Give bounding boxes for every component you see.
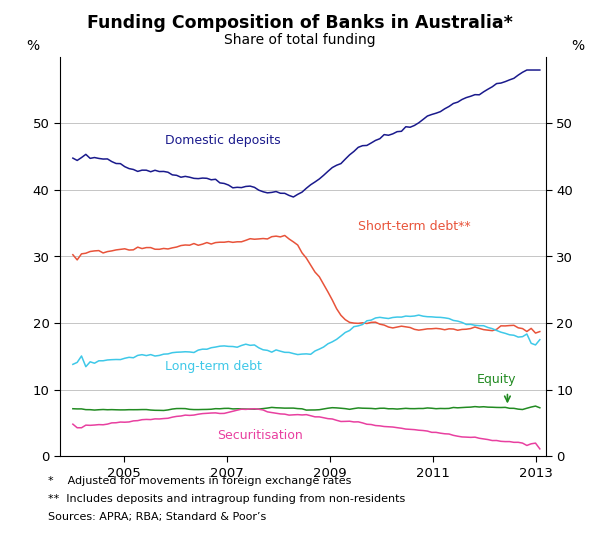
- Text: %: %: [27, 39, 40, 53]
- Text: **  Includes deposits and intragroup funding from non-residents: ** Includes deposits and intragroup fund…: [48, 494, 405, 504]
- Text: Share of total funding: Share of total funding: [224, 33, 376, 48]
- Text: Equity: Equity: [476, 373, 516, 387]
- Text: Short-term debt**: Short-term debt**: [358, 220, 471, 233]
- Text: Sources: APRA; RBA; Standard & Poor’s: Sources: APRA; RBA; Standard & Poor’s: [48, 512, 266, 522]
- Text: Funding Composition of Banks in Australia*: Funding Composition of Banks in Australi…: [87, 14, 513, 31]
- Text: Domestic deposits: Domestic deposits: [166, 133, 281, 146]
- Text: *    Adjusted for movements in foreign exchange rates: * Adjusted for movements in foreign exch…: [48, 476, 352, 487]
- Text: Long-term debt: Long-term debt: [166, 360, 262, 373]
- Text: Securitisation: Securitisation: [217, 429, 302, 442]
- Text: %: %: [571, 39, 584, 53]
